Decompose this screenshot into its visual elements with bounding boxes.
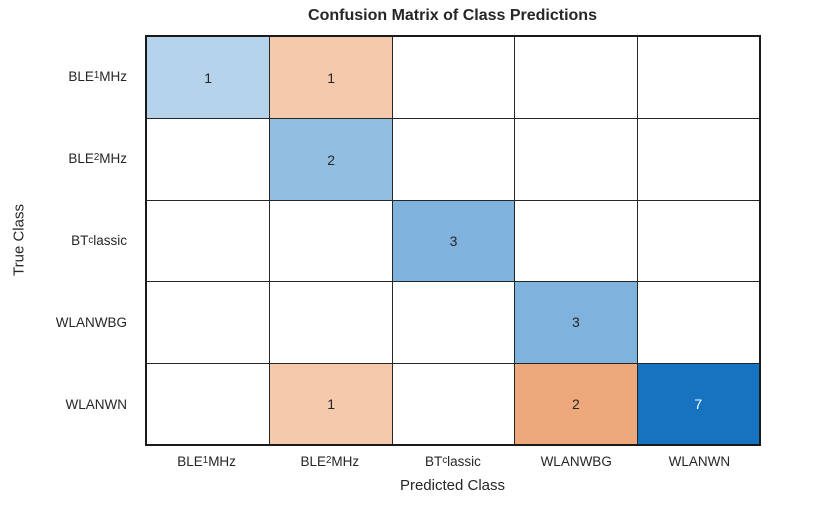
x-axis-label: Predicted Class	[399, 477, 506, 494]
matrix-cell-r2-c3	[514, 199, 637, 282]
y-tick-WLANWN: WLANWN	[65, 397, 128, 413]
matrix-cell-r3-c2	[391, 281, 515, 363]
matrix-cell-r2-c1	[269, 199, 392, 282]
matrix-cell-r3-c4	[636, 281, 759, 363]
matrix-cell-r4-c3: 2	[514, 362, 637, 444]
matrix-cell-r1-c2	[391, 118, 515, 200]
matrix-cell-r4-c4: 7	[636, 362, 759, 444]
matrix-cell-r0-c3	[514, 37, 637, 119]
x-axis-tick-labels: BLE 1 MHz BLE 2 MHz BT c lassic WLANWBG WLANWN	[145, 451, 761, 471]
matrix-cell-r0-c4	[636, 37, 759, 119]
matrix-cell-r2-c4	[636, 199, 759, 282]
matrix-cell-r1-c4	[636, 118, 759, 200]
y-tick-BLE1MHz: BLE 1 MHz	[68, 68, 127, 84]
matrix-cell-r1-c1: 2	[269, 118, 392, 200]
matrix-cell-r1-c0	[147, 118, 270, 200]
matrix-cell-r1-c3	[514, 118, 637, 200]
matrix-cell-r3-c1	[269, 281, 392, 363]
matrix-cell-r2-c2: 3	[391, 199, 515, 282]
matrix-cell-r4-c0	[147, 362, 270, 444]
matrix-cell-r0-c2	[391, 37, 515, 119]
matrix-cell-r4-c2	[391, 362, 515, 444]
chart-title: Confusion Matrix of Class Predictions	[308, 7, 597, 24]
x-tick-WLANWBG: WLANWBG	[540, 453, 612, 469]
y-tick-WLANWBG: WLANWBG	[55, 315, 127, 331]
matrix-cell-r3-c0	[147, 281, 270, 363]
matrix-cell-r0-c1: 1	[269, 37, 392, 119]
x-tick-WLANWN: WLANWN	[668, 453, 731, 469]
x-tick-BLE1MHz: BLE 1 MHz	[177, 453, 236, 469]
x-tick-BTclassic: BT c lassic	[425, 453, 481, 469]
y-tick-BLE2MHz: BLE 2 MHz	[68, 150, 127, 166]
matrix-cell-r4-c1: 1	[269, 362, 392, 444]
y-tick-BTclassic: BT c lassic	[71, 233, 127, 248]
y-axis-tick-labels: BLE 1 MHz BLE 2 MHz BT c lassic WLANWBG WLANWN	[0, 35, 137, 446]
matrix-cell-r2-c0	[147, 199, 270, 282]
matrix-cell-r3-c3: 3	[514, 281, 637, 363]
x-tick-BLE2MHz: BLE 2 MHz	[300, 453, 360, 469]
matrix-cell-r0-c0: 1	[147, 37, 270, 119]
